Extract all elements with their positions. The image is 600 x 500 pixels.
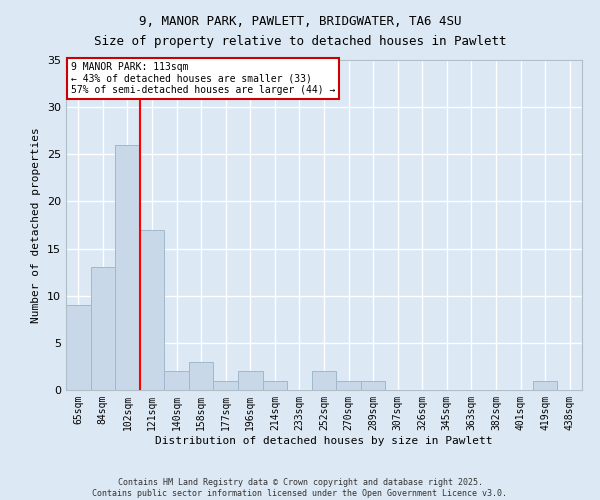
- Bar: [336, 380, 361, 390]
- Text: Contains HM Land Registry data © Crown copyright and database right 2025.
Contai: Contains HM Land Registry data © Crown c…: [92, 478, 508, 498]
- Y-axis label: Number of detached properties: Number of detached properties: [31, 127, 41, 323]
- Text: 9, MANOR PARK, PAWLETT, BRIDGWATER, TA6 4SU: 9, MANOR PARK, PAWLETT, BRIDGWATER, TA6 …: [139, 15, 461, 28]
- Bar: [164, 371, 189, 390]
- Bar: [115, 145, 140, 390]
- Text: 9 MANOR PARK: 113sqm
← 43% of detached houses are smaller (33)
57% of semi-detac: 9 MANOR PARK: 113sqm ← 43% of detached h…: [71, 62, 335, 95]
- Bar: [91, 268, 115, 390]
- Bar: [533, 380, 557, 390]
- Bar: [361, 380, 385, 390]
- Bar: [238, 371, 263, 390]
- Bar: [189, 362, 214, 390]
- Bar: [312, 371, 336, 390]
- X-axis label: Distribution of detached houses by size in Pawlett: Distribution of detached houses by size …: [155, 436, 493, 446]
- Bar: [263, 380, 287, 390]
- Bar: [140, 230, 164, 390]
- Text: Size of property relative to detached houses in Pawlett: Size of property relative to detached ho…: [94, 35, 506, 48]
- Bar: [66, 305, 91, 390]
- Bar: [214, 380, 238, 390]
